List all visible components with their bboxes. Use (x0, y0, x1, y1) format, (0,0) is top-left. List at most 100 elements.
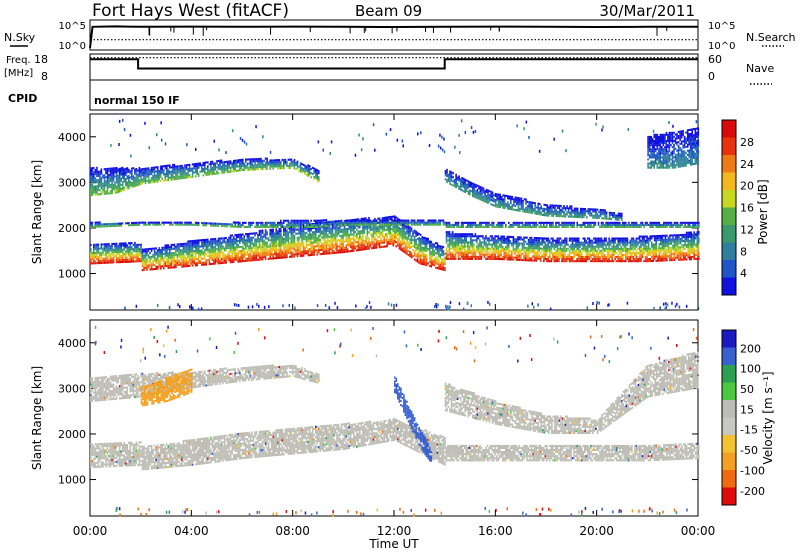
power-cell (529, 247, 531, 250)
power-cell (94, 247, 97, 250)
power-cell (410, 229, 413, 232)
power-cell (316, 225, 319, 228)
power-cell (412, 249, 414, 252)
power-cell (451, 223, 454, 226)
power-cell (599, 251, 601, 254)
power-cell (628, 241, 630, 244)
power-cell (280, 252, 282, 255)
power-cell (550, 247, 553, 250)
power-cell (602, 249, 604, 252)
power-cell (334, 220, 337, 223)
power-cell (118, 248, 121, 251)
power-cell (159, 223, 162, 226)
power-cell (301, 252, 303, 255)
power-cell (653, 253, 656, 256)
power-cell (371, 239, 373, 242)
power-cell (647, 237, 650, 240)
power-cell (384, 235, 387, 238)
power-cell (275, 228, 277, 231)
power-cell (418, 221, 420, 224)
power-cell (605, 247, 607, 250)
power-cell (342, 232, 344, 235)
power-cell (249, 243, 252, 246)
power-cell (93, 260, 95, 263)
power-cell (272, 236, 274, 239)
power-cell (387, 242, 390, 245)
power-cell (375, 240, 378, 243)
power-cell (138, 252, 141, 255)
power-cell (527, 242, 530, 245)
power-cell (501, 237, 504, 240)
power-cell (357, 242, 360, 245)
power-cell (298, 253, 300, 256)
power-cell (273, 251, 276, 254)
power-cell (243, 249, 246, 252)
power-cell (289, 237, 291, 240)
power-cell (264, 245, 267, 248)
power-cell (508, 258, 510, 261)
power-cell (459, 225, 461, 228)
power-cell (342, 251, 344, 254)
power-cell (582, 249, 585, 252)
power-cell (360, 219, 363, 222)
power-cell (374, 226, 376, 229)
power-cell (128, 222, 130, 225)
power-cell (377, 230, 379, 233)
power-cell (248, 257, 250, 260)
power-cell (304, 227, 306, 230)
power-cell (412, 255, 414, 258)
power-cell (313, 241, 315, 244)
power-cell (93, 258, 95, 261)
power-cell (372, 245, 375, 248)
power-cell (419, 242, 422, 245)
power-cell (207, 240, 209, 243)
power-cell (657, 259, 659, 262)
power-cell (588, 258, 591, 261)
power-cell (476, 249, 478, 252)
power-cell (331, 247, 334, 250)
power-cell (403, 248, 405, 251)
power-cell (331, 223, 334, 226)
power-cell (670, 238, 673, 241)
power-cell (394, 225, 396, 228)
power-cell (401, 243, 404, 246)
power-cell (202, 245, 205, 248)
power-cell (354, 223, 357, 226)
power-cell (185, 242, 188, 245)
power-cell (299, 244, 302, 247)
power-cell (252, 246, 255, 249)
power-cell (150, 262, 153, 265)
power-cell (147, 250, 150, 253)
power-cell (330, 235, 332, 238)
power-cell (296, 247, 299, 250)
power-cell (374, 238, 376, 241)
power-cell (301, 223, 303, 226)
power-cell (546, 258, 548, 261)
power-cell (486, 257, 489, 260)
power-cell (591, 243, 594, 246)
power-cell (380, 225, 382, 228)
power-cell (260, 248, 262, 251)
power-cell (93, 256, 95, 259)
power-cell (161, 250, 163, 253)
power-cell (529, 251, 531, 254)
power-cell (457, 247, 460, 250)
power-cell (669, 257, 671, 260)
power-cell (467, 225, 469, 228)
power-cell (333, 249, 335, 252)
power-cell (121, 250, 124, 253)
power-cell (620, 260, 623, 263)
power-cell (498, 237, 501, 240)
power-cell (387, 230, 390, 233)
power-cell (559, 241, 562, 244)
power-cell (318, 240, 320, 243)
power-cell (623, 245, 626, 248)
power-cell (369, 219, 372, 222)
power-cell (453, 255, 455, 258)
power-cell (454, 245, 457, 248)
power-cell (126, 244, 129, 247)
power-cell (451, 231, 454, 234)
power-cell (170, 246, 173, 249)
power-cell (228, 251, 230, 254)
power-cell (251, 249, 253, 252)
